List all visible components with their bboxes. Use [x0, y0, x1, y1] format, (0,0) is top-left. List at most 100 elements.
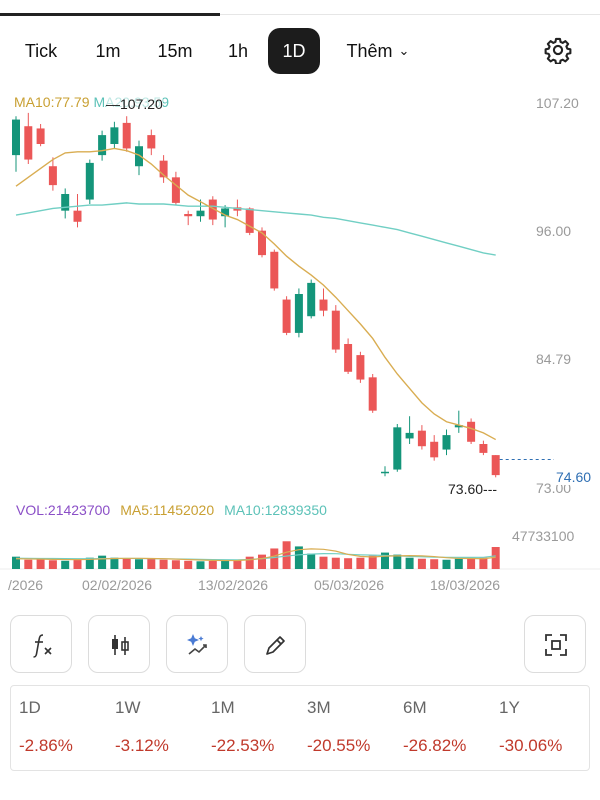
- candle-body: [319, 299, 328, 311]
- candle-body: [381, 471, 389, 474]
- performance-period: 3M: [307, 698, 331, 717]
- tab-tick[interactable]: Tick: [24, 41, 58, 61]
- volume-bar: [98, 555, 107, 569]
- candle-body: [208, 199, 217, 220]
- volume-bar: [479, 557, 488, 569]
- candle-body: [294, 294, 303, 333]
- performance-value: -30.06%: [499, 736, 563, 755]
- performance-period: 1W: [115, 698, 141, 717]
- timeframe-tabs: Tick 1m 15m 1h 1D Thêm ⌄: [0, 28, 600, 74]
- volume-bar: [307, 553, 316, 569]
- volume-bar: [270, 548, 279, 569]
- tab-more[interactable]: Thêm ⌄: [336, 28, 420, 74]
- volume-ma5: MA5:11452020: [120, 502, 215, 518]
- tab-more-label: Thêm: [346, 41, 393, 61]
- volume-bar: [135, 559, 143, 569]
- candle-body: [147, 135, 156, 149]
- tab-1h[interactable]: 1h: [227, 41, 249, 61]
- y-tick-label: 96.00: [536, 223, 572, 239]
- performance-item: 1W -3.12%: [107, 686, 203, 770]
- volume-bar: [110, 557, 119, 569]
- candle-body: [405, 432, 414, 439]
- volume-bar: [184, 560, 193, 569]
- volume-bar: [331, 557, 340, 569]
- candle-body: [85, 162, 94, 200]
- performance-value: -22.53%: [211, 736, 275, 755]
- volume-bar: [61, 560, 70, 569]
- top-divider: [220, 14, 600, 15]
- volume-bar: [467, 558, 476, 569]
- y-tick-label: 84.79: [536, 351, 572, 367]
- volume-bar: [73, 559, 82, 569]
- x-tick-label: 18/03/2026: [430, 577, 501, 593]
- tab-1d[interactable]: 1D: [268, 28, 320, 74]
- candle-body: [479, 444, 488, 453]
- candle-body: [356, 355, 365, 380]
- candle-body: [393, 427, 402, 470]
- volume-bar: [368, 555, 377, 569]
- performance-item: 1D -2.86%: [11, 686, 107, 770]
- candle-body: [159, 160, 168, 178]
- candle-body: [344, 344, 353, 372]
- ai-analysis-button[interactable]: [166, 615, 228, 673]
- candle-body: [270, 251, 279, 289]
- draw-button[interactable]: [244, 615, 306, 673]
- volume-bar: [196, 561, 205, 569]
- x-tick-label: 13/02/2026: [198, 577, 269, 593]
- candle-body: [135, 146, 143, 167]
- candle-body: [417, 430, 426, 447]
- candle-body: [196, 210, 205, 217]
- candle-body: [467, 421, 476, 442]
- candle-body: [491, 455, 500, 476]
- tab-15m[interactable]: 15m: [157, 41, 193, 61]
- volume-bar: [405, 557, 414, 569]
- volume-bar: [381, 552, 389, 569]
- performance-item: 3M -20.55%: [299, 686, 395, 770]
- indicator-button[interactable]: [10, 615, 72, 673]
- volume-bar: [12, 556, 20, 569]
- volume-bar: [393, 554, 402, 569]
- chart-min-value: 73.60: [448, 481, 484, 497]
- candle-body: [171, 177, 180, 203]
- chart-toolbar: [0, 615, 600, 675]
- candle-body: [258, 230, 266, 256]
- fullscreen-button[interactable]: [524, 615, 586, 673]
- candle-body: [24, 126, 33, 160]
- y-tick-label: 107.20: [536, 95, 579, 111]
- volume-bar: [122, 558, 131, 569]
- volume-bar: [85, 557, 94, 569]
- chart-max-label: —107.20: [106, 96, 163, 112]
- candle-body: [48, 166, 57, 186]
- volume-bar: [208, 560, 217, 569]
- top-progress-line: [0, 13, 220, 16]
- candle-body: [61, 194, 70, 211]
- volume-bar: [36, 558, 45, 569]
- volume-bar: [245, 556, 254, 569]
- ma10-legend: MA10:77.79: [14, 94, 90, 110]
- volume-bar: [233, 559, 242, 569]
- chart-type-button[interactable]: [88, 615, 150, 673]
- candle-body: [442, 435, 451, 450]
- performance-item: 1M -22.53%: [203, 686, 299, 770]
- volume-max-label: 47733100: [512, 528, 575, 544]
- candle-body: [110, 127, 119, 144]
- volume-bar: [282, 541, 291, 569]
- candle-body: [282, 299, 291, 333]
- x-tick-label: 05/03/2026: [314, 577, 385, 593]
- gear-icon[interactable]: [544, 36, 572, 64]
- volume-legend: VOL:21423700 MA5:11452020 MA10:12839350: [16, 502, 327, 518]
- current-price-label: 74.60: [556, 469, 592, 485]
- tab-1m[interactable]: 1m: [95, 41, 121, 61]
- candle-body: [12, 119, 20, 156]
- ma10-line: [15, 147, 497, 441]
- candle-body: [430, 441, 439, 458]
- volume-bar: [430, 559, 439, 569]
- candle-body: [454, 425, 463, 428]
- performance-table: 1D -2.86% 1W -3.12% 1M -22.53% 3M -20.55…: [10, 685, 590, 771]
- chevron-down-icon: ⌄: [398, 43, 410, 58]
- volume-bar: [221, 560, 230, 569]
- volume-bar: [48, 560, 57, 569]
- price-chart[interactable]: MA10:77.79MA20:93.59 107.20 96.00 84.79 …: [0, 88, 600, 598]
- pencil-icon: [266, 636, 285, 655]
- candle-body: [221, 208, 230, 217]
